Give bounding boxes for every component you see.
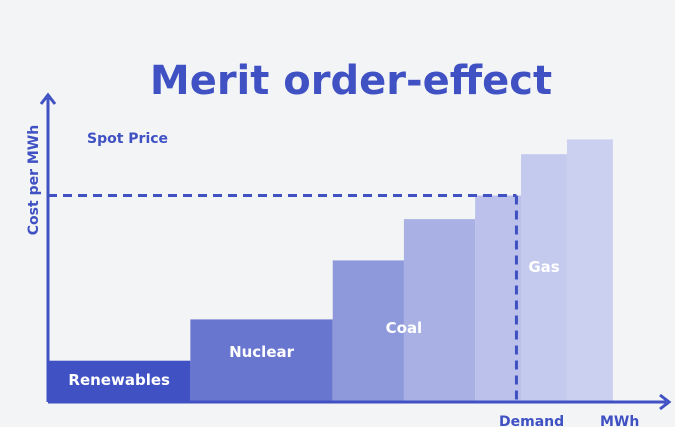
x-axis-arrow (659, 393, 672, 411)
bar-block-6 (566, 139, 613, 402)
bar-gas (521, 154, 567, 402)
bar-coal (332, 260, 404, 402)
block-label-nuclear: Nuclear (229, 343, 295, 361)
bar-block-3 (403, 219, 476, 402)
block-label-renewables: Renewables (68, 371, 170, 389)
chart-title: Merit order-effect (149, 58, 553, 104)
x-axis-label: MWh (600, 414, 639, 427)
y-axis-arrow (39, 92, 57, 105)
y-axis-label: Cost per MWh (26, 125, 42, 235)
demand-label: Demand (499, 414, 564, 427)
bar-block-4 (475, 195, 522, 402)
bar-nuclear (190, 319, 333, 402)
spot-price-label: Spot Price (87, 131, 168, 147)
block-label-coal: Coal (386, 319, 423, 337)
block-label-gas: Gas (528, 258, 559, 276)
bar-renewables (48, 360, 191, 402)
